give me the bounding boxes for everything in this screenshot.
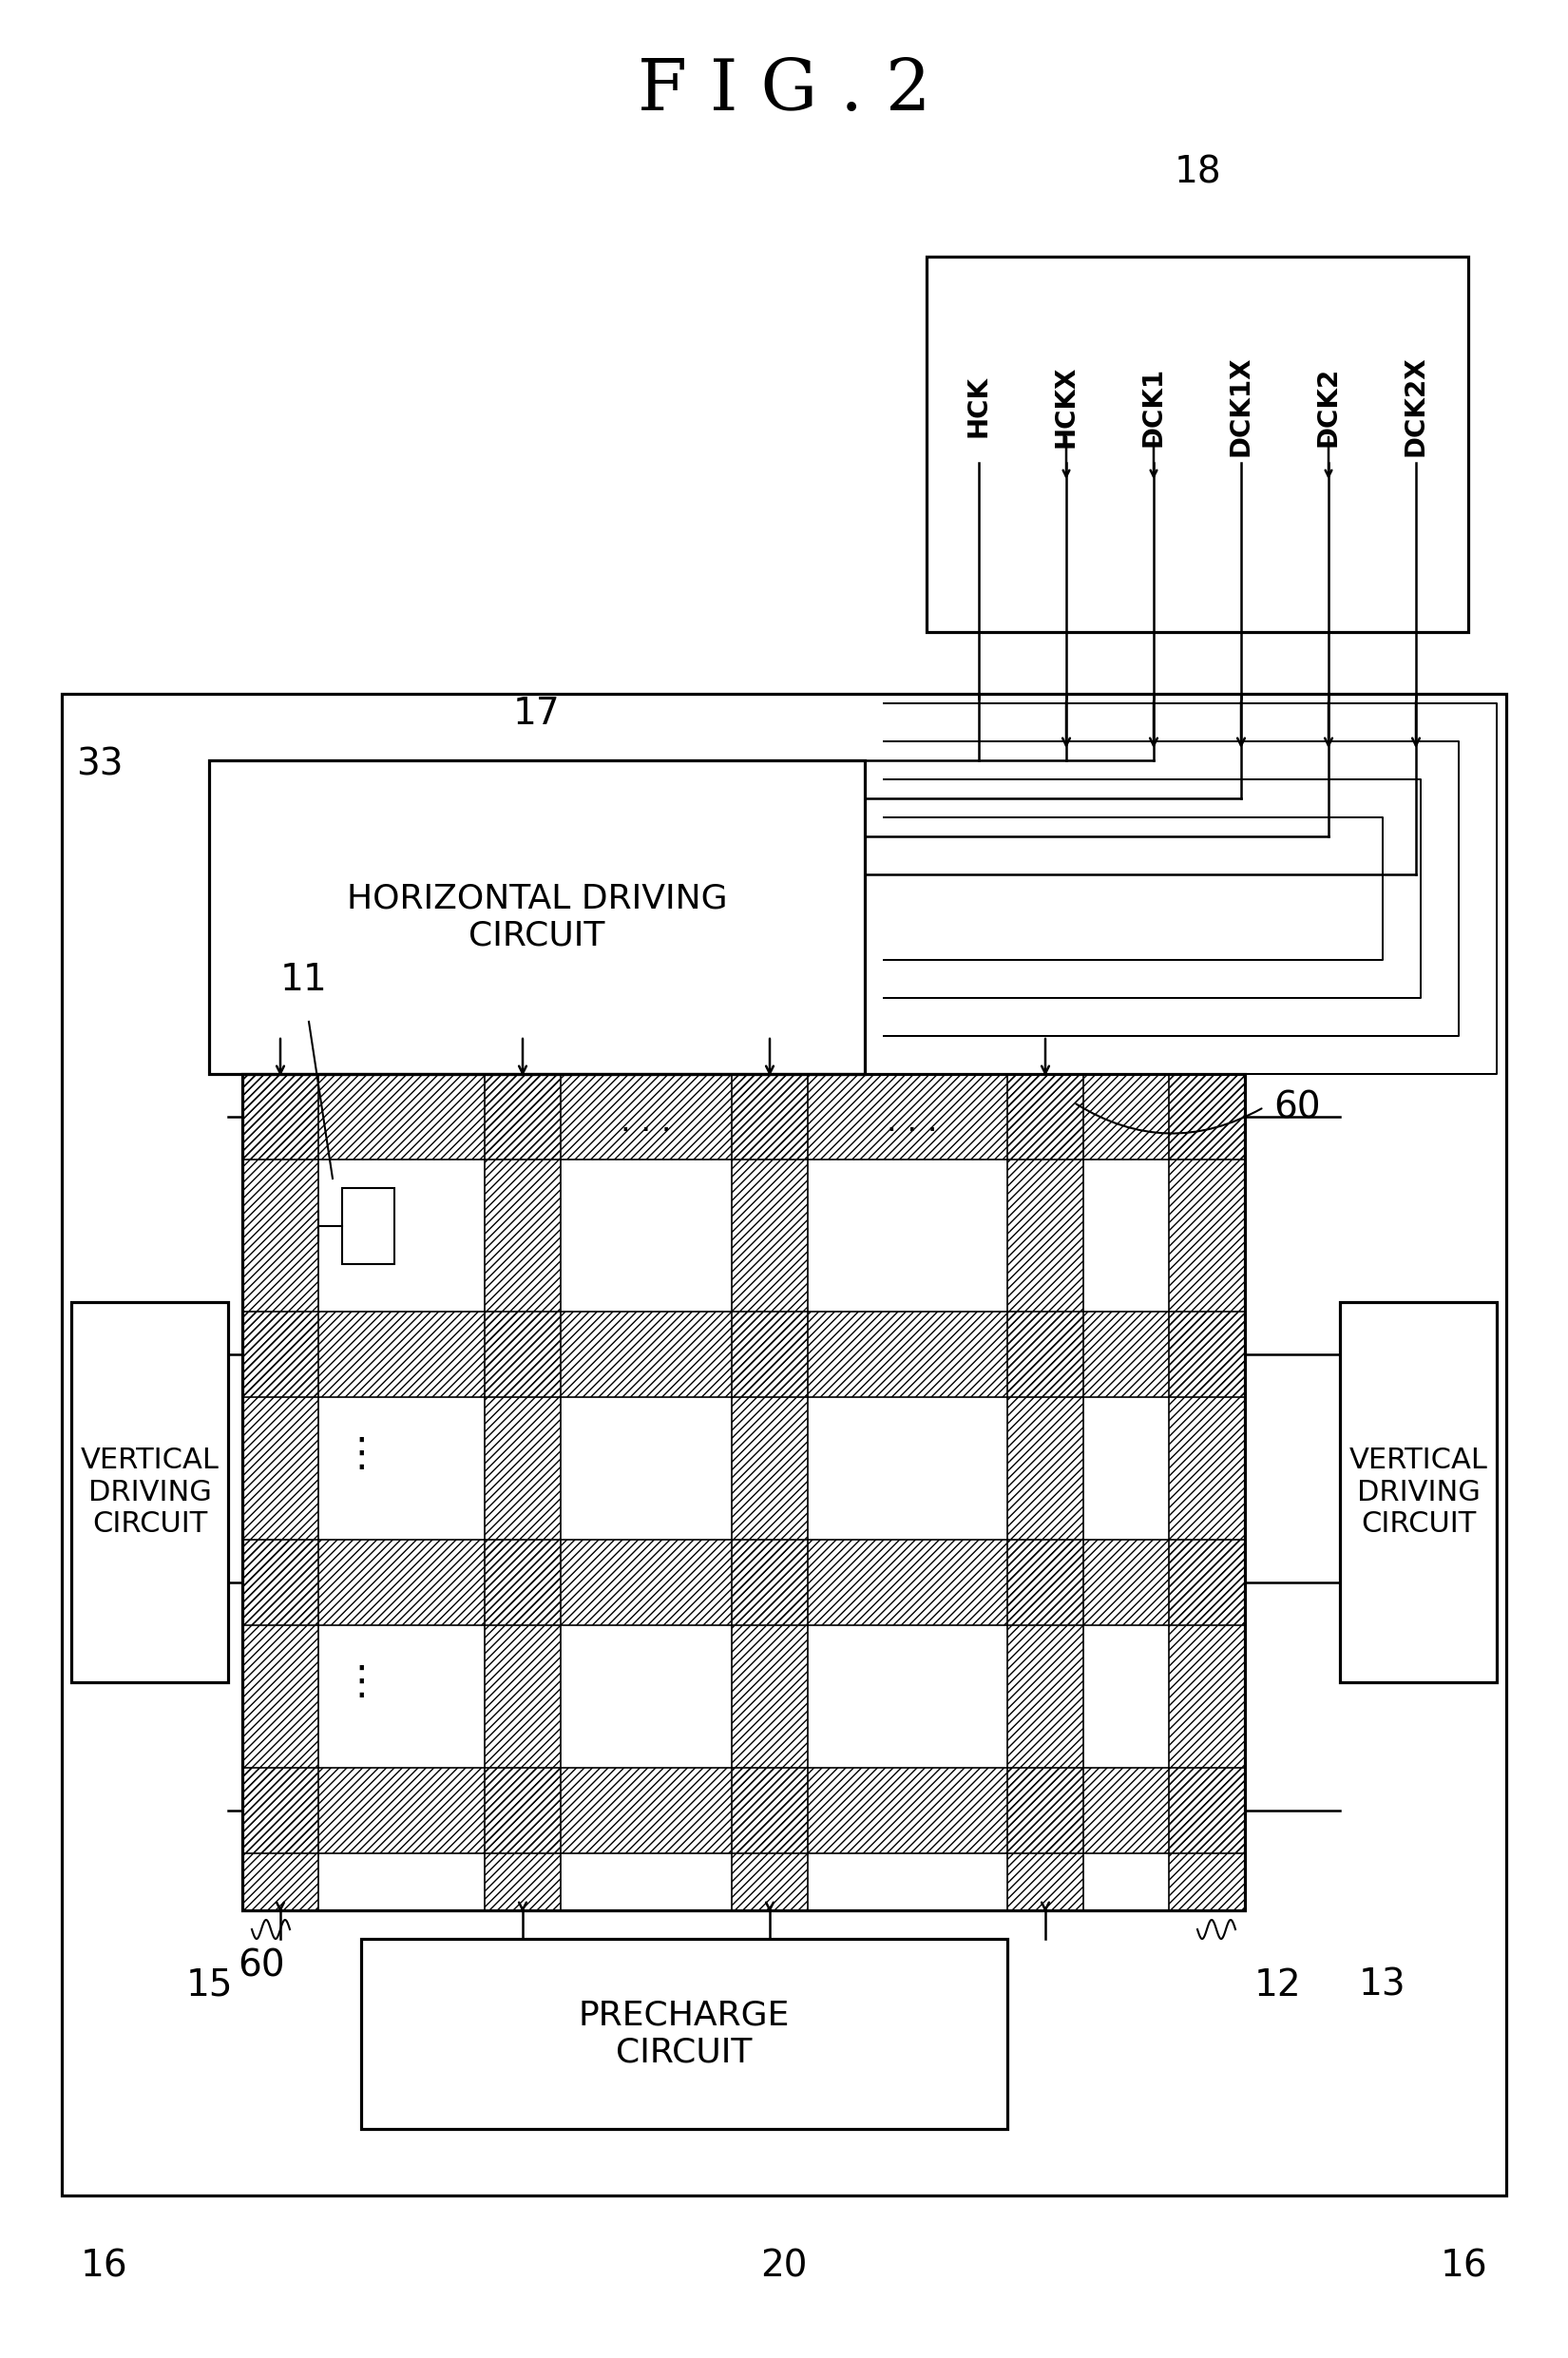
Text: 20: 20 <box>760 2247 808 2285</box>
Text: · · ·: · · · <box>887 1115 938 1146</box>
Text: ⋮: ⋮ <box>342 1434 381 1474</box>
Bar <box>243 1311 1245 1398</box>
Text: HCK: HCK <box>966 375 993 436</box>
Text: VERTICAL
DRIVING
CIRCUIT: VERTICAL DRIVING CIRCUIT <box>80 1445 220 1537</box>
Bar <box>243 1073 1245 1910</box>
Bar <box>243 1768 1245 1853</box>
Text: VERTICAL
DRIVING
CIRCUIT: VERTICAL DRIVING CIRCUIT <box>1348 1445 1488 1537</box>
Bar <box>1341 1302 1497 1681</box>
Text: 18: 18 <box>1174 153 1221 191</box>
Text: 17: 17 <box>513 696 561 731</box>
Text: PRECHARGE
CIRCUIT: PRECHARGE CIRCUIT <box>579 2000 790 2068</box>
Text: · · ·: · · · <box>621 1115 671 1146</box>
Bar <box>927 257 1468 632</box>
Text: F I G . 2: F I G . 2 <box>637 57 931 125</box>
Text: 12: 12 <box>1254 1967 1301 2004</box>
Bar <box>71 1302 227 1681</box>
Text: DCK1X: DCK1X <box>1228 356 1254 457</box>
Text: 11: 11 <box>281 962 328 997</box>
Text: 16: 16 <box>1439 2247 1486 2285</box>
Bar <box>61 693 1507 2195</box>
Bar <box>209 759 866 1073</box>
Text: 60: 60 <box>238 1948 285 1985</box>
Bar <box>342 1188 395 1264</box>
Bar <box>732 1073 808 1910</box>
Text: 15: 15 <box>185 1967 232 2004</box>
Text: DCK2X: DCK2X <box>1403 356 1430 457</box>
Text: HORIZONTAL DRIVING
CIRCUIT: HORIZONTAL DRIVING CIRCUIT <box>347 882 728 953</box>
Text: 33: 33 <box>75 745 122 783</box>
Text: 60: 60 <box>1273 1089 1320 1125</box>
Bar <box>1168 1073 1245 1910</box>
Text: 13: 13 <box>1359 1967 1406 2004</box>
Text: ⋮: ⋮ <box>342 1662 381 1702</box>
Bar <box>1007 1073 1083 1910</box>
Bar <box>243 1540 1245 1625</box>
Bar <box>243 1073 1245 1160</box>
Bar <box>243 1073 318 1910</box>
Bar <box>361 1938 1007 2129</box>
Bar <box>243 1073 1245 1910</box>
Text: DCK1: DCK1 <box>1140 365 1167 446</box>
Text: HCKX: HCKX <box>1054 365 1079 448</box>
Bar <box>485 1073 561 1910</box>
Text: DCK2: DCK2 <box>1316 365 1342 446</box>
Text: 16: 16 <box>82 2247 129 2285</box>
